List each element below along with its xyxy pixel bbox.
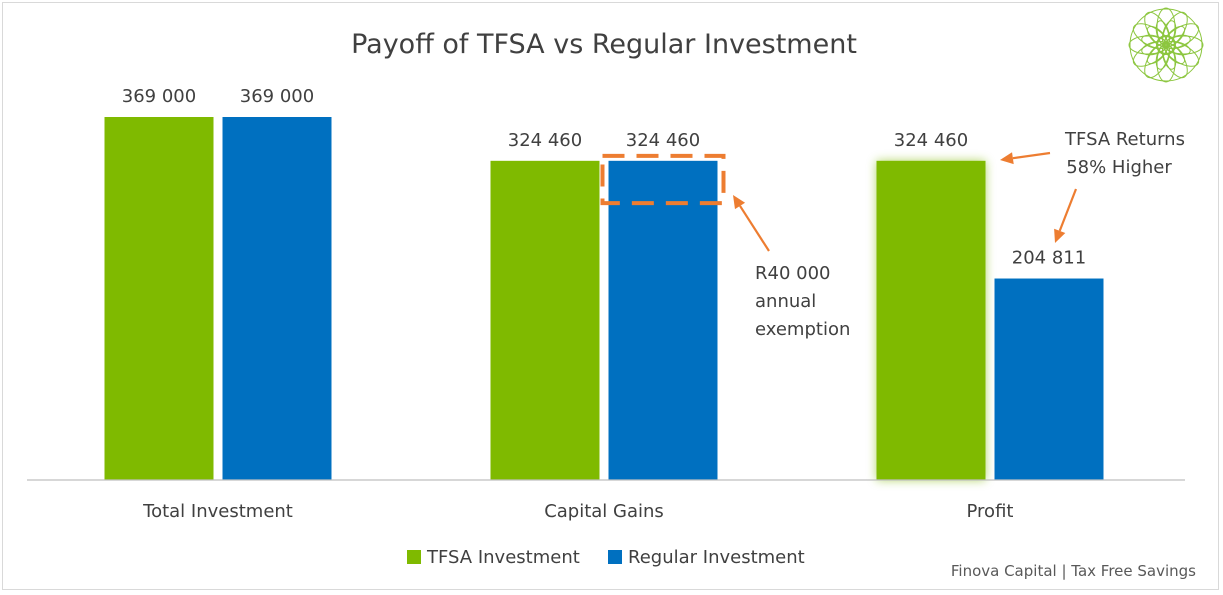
bar-tfsa-2 — [876, 160, 986, 480]
mandala-logo-icon — [1128, 7, 1204, 83]
bar-tfsa-1 — [490, 160, 600, 480]
chart-title: Payoff of TFSA vs Regular Investment — [351, 29, 857, 60]
bar-chart: Payoff of TFSA vs Regular Investment 369… — [27, 7, 1204, 568]
legend-label: TFSA Investment — [426, 547, 580, 568]
bar-regular-2 — [994, 278, 1104, 480]
returns-annotation-line: 58% Higher — [1066, 157, 1172, 178]
data-label: 369 000 — [122, 86, 196, 107]
data-label: 369 000 — [240, 86, 314, 107]
legend: TFSA Investment Regular Investment — [407, 547, 805, 568]
category-label: Profit — [967, 501, 1014, 522]
data-label: 324 460 — [894, 130, 968, 151]
exemption-annotation-line: exemption — [755, 319, 850, 340]
exemption-arrow — [733, 195, 770, 252]
returns-arrow-tfsa — [1000, 151, 1051, 165]
footer-credit: Finova Capital | Tax Free Savings — [950, 562, 1196, 580]
bar-regular-1 — [608, 160, 718, 480]
exemption-annotation-line: annual — [755, 291, 816, 312]
returns-arrow-regular — [1054, 188, 1078, 243]
bar-tfsa-0 — [104, 117, 214, 480]
category-label: Capital Gains — [544, 501, 664, 522]
exemption-dashed-box — [600, 153, 726, 206]
category-label: Total Investment — [142, 501, 293, 522]
legend-swatch — [608, 550, 622, 564]
legend-label: Regular Investment — [628, 547, 805, 568]
data-label: 324 460 — [626, 130, 700, 151]
bar-regular-0 — [222, 117, 332, 480]
legend-swatch — [407, 550, 421, 564]
returns-annotation-line: TFSA Returns — [1064, 129, 1185, 150]
data-label: 204 811 — [1012, 248, 1086, 269]
data-label: 324 460 — [508, 130, 582, 151]
exemption-annotation-line: R40 000 — [755, 263, 831, 284]
